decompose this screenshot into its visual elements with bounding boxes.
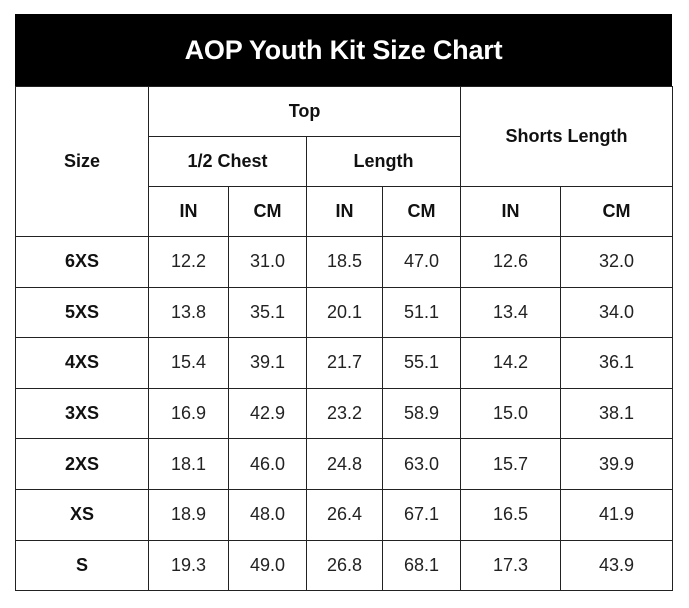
measurement-cell: 18.9 [148,488,229,541]
table-row: 3XS 16.9 42.9 23.2 58.9 15.0 38.1 [15,387,674,440]
size-cell: 3XS [15,387,149,440]
size-cell: 2XS [15,438,149,490]
measurement-cell: 42.9 [228,387,307,440]
size-cell: XS [15,488,149,541]
measurement-cell: 26.4 [306,488,383,541]
table-row: 2XS 18.1 46.0 24.8 63.0 15.7 39.9 [15,438,674,490]
measurement-cell: 67.1 [381,488,462,541]
measurement-cell: 24.8 [306,438,383,490]
unit-header: IN [306,186,383,237]
measurement-cell: 32.0 [560,236,674,288]
measurement-cell: 14.2 [460,337,562,389]
chest-header: 1/2 Chest [148,136,307,187]
measurement-cell: 21.7 [306,337,383,389]
measurement-cell: 26.8 [306,539,383,592]
measurement-cell: 16.9 [148,387,229,440]
measurement-cell: 43.9 [560,539,674,592]
measurement-cell: 13.4 [460,286,562,339]
measurement-cell: 31.0 [228,236,307,288]
measurement-cell: 39.9 [560,438,674,490]
measurement-cell: 34.0 [560,286,674,339]
unit-header: CM [228,186,307,237]
measurement-cell: 38.1 [560,387,674,440]
measurement-cell: 51.1 [381,286,462,339]
measurement-cell: 46.0 [228,438,307,490]
measurement-cell: 58.9 [381,387,462,440]
measurement-cell: 15.0 [460,387,562,440]
header-row-measures: 1/2 Chest Length [16,136,673,187]
measurement-cell: 18.5 [306,236,383,288]
measurement-cell: 20.1 [306,286,383,339]
unit-header: IN [148,186,229,237]
measurement-cell: 12.6 [460,236,562,288]
measurement-cell: 19.3 [148,539,229,592]
measurement-cell: 16.5 [460,488,562,541]
chart-title: AOP Youth Kit Size Chart [15,14,672,86]
measurement-cell: 18.1 [148,438,229,490]
length-header: Length [305,136,462,187]
measurement-cell: 15.7 [460,438,562,490]
size-cell: S [15,539,149,592]
measurement-cell: 12.2 [148,236,229,288]
size-header: Size [15,86,149,237]
header-row-units: IN CM IN CM IN CM [16,186,674,237]
measurement-cell: 23.2 [306,387,383,440]
measurement-cell: 17.3 [460,539,562,592]
unit-header: CM [381,186,462,237]
measurement-cell: 39.1 [228,337,307,389]
header-row-groups: Size Top Shorts Length [15,86,674,237]
measurement-cell: 35.1 [228,286,307,339]
measurement-cell: 36.1 [560,337,674,389]
size-cell: 6XS [15,236,149,288]
unit-header: CM [560,186,674,237]
table-row: 4XS 15.4 39.1 21.7 55.1 14.2 36.1 [15,337,674,389]
measurement-cell: 49.0 [228,539,307,592]
measurement-cell: 15.4 [148,337,229,389]
size-table: Size Top Shorts Length 1/2 Chest Length … [15,86,674,592]
measurement-cell: 41.9 [560,488,674,541]
measurement-cell: 68.1 [381,539,462,592]
unit-header: IN [460,186,562,237]
size-cell: 4XS [15,337,149,389]
size-chart: AOP Youth Kit Size Chart Size Top Shorts… [15,14,674,592]
size-cell: 5XS [15,286,149,339]
table-row: 5XS 13.8 35.1 20.1 51.1 13.4 34.0 [15,286,674,339]
measurement-cell: 63.0 [381,438,462,490]
table-row: XS 18.9 48.0 26.4 67.1 16.5 41.9 [15,488,674,541]
measurement-cell: 13.8 [148,286,229,339]
table-row: 6XS 12.2 31.0 18.5 47.0 12.6 32.0 [15,236,674,288]
table-row: S 19.3 49.0 26.8 68.1 17.3 43.9 [15,539,674,592]
measurement-cell: 55.1 [381,337,462,389]
top-header: Top [147,86,462,137]
measurement-cell: 47.0 [381,236,462,288]
measurement-cell: 48.0 [228,488,307,541]
shorts-length-header: Shorts Length [460,86,674,187]
